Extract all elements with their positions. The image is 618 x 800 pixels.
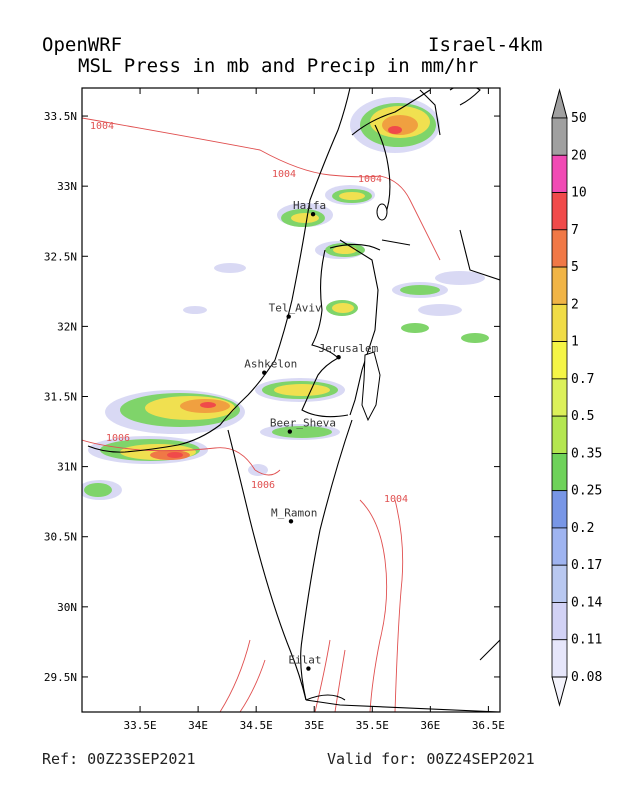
city-label: Jerusalem [319, 342, 379, 355]
colorbar-segment [551, 378, 568, 417]
colorbar-label: 0.08 [571, 670, 602, 685]
city-dot [310, 212, 316, 217]
lat-tick-label: 33.5N [44, 110, 77, 123]
colorbar-top-arrow [551, 88, 568, 119]
colorbar-label: 7 [571, 223, 579, 238]
valid-time: Valid for: 00Z24SEP2021 [327, 750, 535, 768]
colorbar-label: 0.35 [571, 446, 602, 461]
domain-name: Israel-4km [428, 34, 543, 56]
colorbar-label: 0.7 [571, 372, 594, 387]
isobar-label: 1004 [272, 169, 296, 180]
city-dot [286, 314, 291, 319]
ref-time: Ref: 00Z23SEP2021 [42, 750, 196, 768]
colorbar-segment [551, 154, 568, 193]
lon-tick-label: 35.5E [356, 719, 389, 730]
city-label: Ashkelon [244, 358, 297, 371]
lat-tick-label: 31N [57, 461, 77, 474]
city-dot [336, 355, 341, 360]
lat-tick-label: 31.5N [44, 390, 77, 403]
sea-of-galilee [376, 203, 388, 221]
precip-intense [150, 115, 418, 460]
lon-tick-label: 33.5E [123, 719, 156, 730]
colorbar-label: 0.5 [571, 409, 594, 424]
map-title: MSL Press in mb and Precip in mm/hr [78, 55, 479, 77]
colorbar-segment [551, 452, 568, 492]
colorbar-label: 0.25 [571, 484, 602, 499]
colorbar-label: 5 [571, 260, 579, 275]
colorbar-segment [551, 266, 568, 305]
city-dot [306, 666, 311, 671]
colorbar-label: 50 [571, 111, 587, 126]
colorbar-label: 10 [571, 186, 587, 201]
lon-tick-label: 34E [188, 719, 208, 730]
lon-tick-label: 34.5E [240, 719, 273, 730]
colorbar-bottom-arrow [551, 676, 568, 707]
colorbar-label: 0.14 [571, 595, 602, 610]
colorbar-label: 1 [571, 335, 579, 350]
lon-tick-label: 36.5E [472, 719, 505, 730]
colorbar-segment [551, 341, 568, 380]
lon-tick-label: 36E [420, 719, 440, 730]
city-label: M_Ramon [271, 506, 317, 519]
colorbar-label: 2 [571, 297, 579, 312]
isobar-label: 1004 [358, 174, 382, 185]
isobar-label: 1006 [251, 480, 275, 491]
colorbar-label: 0.17 [571, 558, 602, 573]
colorbar-segment [551, 415, 568, 454]
lat-tick-label: 29.5N [44, 671, 77, 684]
model-name: OpenWRF [42, 34, 123, 56]
map-figure: 33.5E 34E 34.5E 35E 35.5E 36E 36.5E 33.5N 33N 32.… [44, 87, 602, 730]
city-dot [287, 429, 293, 434]
lat-tick-label: 30.5N [44, 531, 77, 544]
lat-tick-label: 32N [57, 320, 77, 333]
colorbar-segment [551, 602, 568, 641]
city-label: Beer_Sheva [270, 417, 336, 430]
lat-tick-label: 33N [57, 180, 77, 193]
city-markers: Haifa Tel_Aviv Jerusalem Ashkelon Beer_Sheva… [244, 199, 379, 671]
colorbar-segment [551, 303, 568, 343]
colorbar-label: 0.11 [571, 633, 602, 648]
colorbar-segment [551, 639, 568, 678]
city-label: Haifa [293, 199, 326, 212]
isobar-label: 1004 [384, 494, 408, 505]
precip-colorbar: 50 20 10 7 5 2 1 0.7 0.5 0.35 0.25 0.2 0.17 0.14 0.11 0… [551, 88, 602, 707]
colorbar-segment [551, 564, 568, 603]
colorbar-segment [551, 117, 568, 156]
city-label: Eilat [288, 654, 321, 667]
city-dot [288, 519, 294, 524]
colorbar-segment [551, 527, 568, 566]
lon-tick-label: 35E [304, 719, 324, 730]
axis-ticks: 33.5E 34E 34.5E 35E 35.5E 36E 36.5E 33.5N 33N 32.… [44, 88, 505, 730]
map-frame [81, 87, 501, 713]
colorbar-segment [551, 490, 568, 529]
isobar-label: 1006 [106, 433, 130, 444]
isobar-label: 1004 [90, 121, 114, 132]
lat-tick-label: 32.5N [44, 250, 77, 263]
lat-tick-label: 30N [57, 601, 77, 614]
isobar-contours [82, 117, 441, 712]
colorbar-label: 0.2 [571, 521, 594, 536]
dead-sea [361, 351, 381, 422]
colorbar-label: 20 [571, 148, 587, 163]
colorbar-segment [551, 192, 568, 231]
city-dot [262, 370, 267, 375]
colorbar-segment [551, 229, 568, 268]
city-label: Tel_Aviv [269, 302, 322, 315]
isobar-labels: 1004 1004 1004 1006 1006 1004 [90, 121, 408, 505]
